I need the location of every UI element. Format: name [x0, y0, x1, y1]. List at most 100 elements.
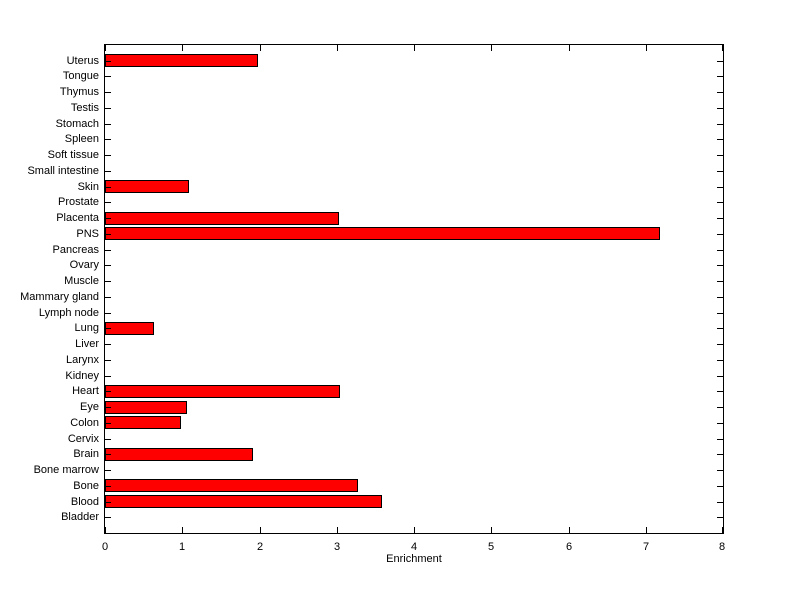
y-tick-mark [717, 202, 723, 203]
y-tick-mark [717, 360, 723, 361]
y-category-label: Tongue [62, 70, 99, 82]
y-category-label: Pancreas [52, 244, 99, 256]
y-tick-mark [717, 265, 723, 266]
y-category-label: Uterus [66, 55, 99, 67]
y-tick-mark [105, 124, 111, 125]
y-tick-mark [717, 108, 723, 109]
y-tick-mark [105, 344, 111, 345]
y-category-label: Bladder [61, 511, 99, 523]
y-tick-mark [105, 376, 111, 377]
y-tick-mark [105, 155, 111, 156]
y-category-label: Mammary gland [20, 291, 99, 303]
bar-skin [105, 180, 189, 193]
x-tick-mark [646, 527, 647, 533]
x-tick-mark [414, 527, 415, 533]
y-tick-mark [717, 486, 723, 487]
y-category-label: Heart [72, 385, 99, 397]
bar-colon [105, 416, 181, 429]
y-tick-mark [717, 171, 723, 172]
y-tick-mark [717, 297, 723, 298]
y-tick-mark [717, 234, 723, 235]
y-tick-mark [105, 391, 111, 392]
y-tick-mark [105, 423, 111, 424]
y-tick-mark [717, 124, 723, 125]
y-tick-mark [105, 297, 111, 298]
y-tick-mark [105, 76, 111, 77]
y-category-label: Blood [70, 496, 99, 508]
y-category-label: Prostate [58, 196, 99, 208]
y-tick-mark [105, 218, 111, 219]
y-tick-mark [717, 187, 723, 188]
x-axis-label: Enrichment [386, 553, 442, 565]
y-tick-mark [105, 517, 111, 518]
x-tick-mark [569, 45, 570, 51]
bar-placenta [105, 212, 339, 225]
y-tick-mark [717, 155, 723, 156]
x-tick-label: 7 [642, 541, 650, 553]
y-tick-mark [105, 454, 111, 455]
x-tick-label: 8 [718, 541, 726, 553]
y-tick-mark [717, 470, 723, 471]
bar-heart [105, 385, 340, 398]
y-tick-mark [105, 281, 111, 282]
y-tick-mark [105, 202, 111, 203]
y-category-label: Thymus [59, 86, 99, 98]
y-tick-mark [105, 234, 111, 235]
y-tick-mark [717, 61, 723, 62]
y-tick-mark [717, 281, 723, 282]
x-tick-label: 6 [565, 541, 573, 553]
x-tick-mark [337, 45, 338, 51]
y-category-label: Brain [73, 448, 99, 460]
x-tick-mark [105, 527, 106, 533]
y-category-label: Spleen [64, 133, 99, 145]
x-tick-mark [569, 527, 570, 533]
x-tick-label: 4 [410, 541, 418, 553]
bar-uterus [105, 54, 258, 67]
y-category-label: Bone [73, 480, 99, 492]
x-tick-label: 0 [101, 541, 109, 553]
x-tick-mark [182, 527, 183, 533]
x-tick-mark [491, 45, 492, 51]
x-tick-mark [491, 527, 492, 533]
y-tick-mark [105, 439, 111, 440]
y-tick-mark [105, 61, 111, 62]
bar-brain [105, 448, 253, 461]
y-category-label: Skin [77, 181, 99, 193]
y-tick-mark [105, 470, 111, 471]
y-category-label: Cervix [67, 433, 99, 445]
y-tick-mark [717, 517, 723, 518]
y-category-label: Colon [70, 417, 99, 429]
y-tick-mark [717, 439, 723, 440]
y-tick-mark [717, 423, 723, 424]
bar-bone [105, 479, 358, 492]
y-category-label: PNS [76, 228, 99, 240]
y-category-label: Ovary [69, 259, 99, 271]
y-tick-mark [105, 187, 111, 188]
y-tick-mark [105, 502, 111, 503]
y-category-label: Lung [74, 322, 99, 334]
y-tick-mark [717, 344, 723, 345]
y-tick-mark [717, 391, 723, 392]
x-tick-label: 3 [333, 541, 341, 553]
y-tick-mark [717, 139, 723, 140]
y-category-label: Placenta [56, 212, 99, 224]
y-category-label: Kidney [65, 370, 99, 382]
y-tick-mark [105, 360, 111, 361]
bar-eye [105, 401, 187, 414]
y-tick-mark [717, 328, 723, 329]
bar-lung [105, 322, 154, 335]
y-tick-mark [105, 171, 111, 172]
y-category-label: Testis [70, 102, 99, 114]
y-category-label: Eye [80, 401, 99, 413]
y-category-label: Muscle [64, 275, 99, 287]
x-tick-mark [646, 45, 647, 51]
bar-blood [105, 495, 382, 508]
x-tick-mark [182, 45, 183, 51]
y-category-label: Stomach [55, 118, 99, 130]
y-category-label: Bone marrow [33, 464, 99, 476]
y-category-label: Soft tissue [47, 149, 99, 161]
y-tick-mark [717, 502, 723, 503]
x-tick-label: 5 [487, 541, 495, 553]
y-tick-mark [717, 407, 723, 408]
